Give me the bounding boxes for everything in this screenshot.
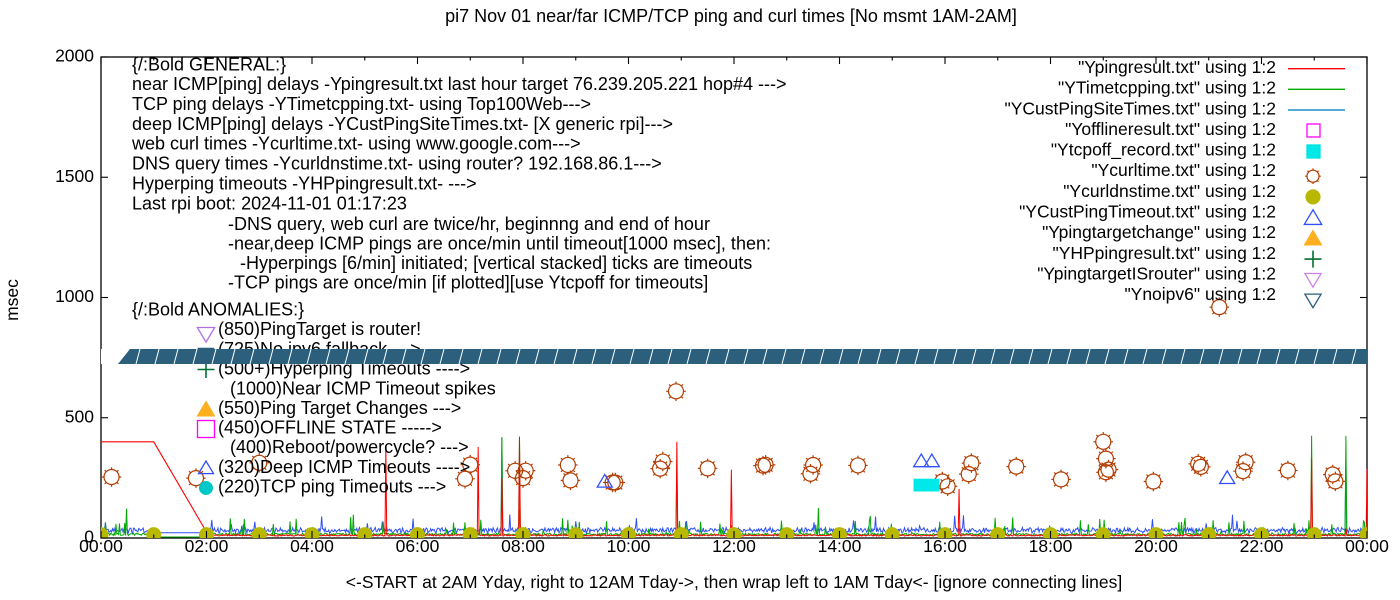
svg-text:near ICMP[ping] delays -Ypingr: near ICMP[ping] delays -Ypingresult.txt … bbox=[132, 74, 787, 94]
svg-text:00:00: 00:00 bbox=[1345, 536, 1389, 556]
svg-text:(550)Ping Target Changes --->: (550)Ping Target Changes ---> bbox=[218, 398, 461, 418]
svg-text:"YHPpingresult.txt" using 1:2: "YHPpingresult.txt" using 1:2 bbox=[1052, 243, 1276, 263]
svg-text:"Ypingtargetchange" using 1:2: "Ypingtargetchange" using 1:2 bbox=[1042, 222, 1276, 242]
svg-text:(1000)Near ICMP Timeout spikes: (1000)Near ICMP Timeout spikes bbox=[230, 379, 496, 399]
svg-text:{/:Bold GENERAL:}: {/:Bold GENERAL:} bbox=[132, 54, 286, 74]
svg-text:12:00: 12:00 bbox=[712, 536, 756, 556]
svg-text:20:00: 20:00 bbox=[1134, 536, 1178, 556]
svg-text:18:00: 18:00 bbox=[1029, 536, 1073, 556]
svg-text:(450)OFFLINE STATE ----->: (450)OFFLINE STATE -----> bbox=[218, 418, 442, 438]
svg-text:-near,deep ICMP pings are once: -near,deep ICMP pings are once/min until… bbox=[228, 233, 771, 253]
svg-text:"Ytcpoff_record.txt" using 1:2: "Ytcpoff_record.txt" using 1:2 bbox=[1051, 140, 1276, 161]
svg-text:web curl times -Ycurltime.txt-: web curl times -Ycurltime.txt- using www… bbox=[131, 134, 581, 154]
svg-text:-TCP pings are once/min [if pl: -TCP pings are once/min [if plotted][use… bbox=[228, 273, 708, 293]
svg-text:"YpingtargetISrouter" using 1:: "YpingtargetISrouter" using 1:2 bbox=[1037, 263, 1276, 283]
svg-text:00:00: 00:00 bbox=[79, 536, 123, 556]
svg-text:22:00: 22:00 bbox=[1240, 536, 1284, 556]
svg-text:"Ycurldnstime.txt" using 1:2: "Ycurldnstime.txt" using 1:2 bbox=[1063, 181, 1276, 201]
svg-text:(220)TCP ping Timeouts --->: (220)TCP ping Timeouts ---> bbox=[218, 476, 446, 496]
svg-text:DNS query times -Ycurldnstime.: DNS query times -Ycurldnstime.txt- using… bbox=[132, 154, 662, 174]
svg-text:deep ICMP[ping] delays -YCustP: deep ICMP[ping] delays -YCustPingSiteTim… bbox=[132, 114, 673, 134]
svg-text:08:00: 08:00 bbox=[501, 536, 545, 556]
svg-text:1000: 1000 bbox=[55, 286, 94, 306]
svg-text:2000: 2000 bbox=[55, 46, 94, 66]
svg-text:"Ycurltime.txt" using 1:2: "Ycurltime.txt" using 1:2 bbox=[1091, 160, 1276, 180]
svg-text:-Hyperpings [6/min] initiated;: -Hyperpings [6/min] initiated; [vertical… bbox=[240, 253, 752, 273]
svg-text:(850)PingTarget is router!: (850)PingTarget is router! bbox=[218, 319, 421, 339]
svg-text:Hyperping timeouts -YHPpingres: Hyperping timeouts -YHPpingresult.txt- -… bbox=[132, 173, 477, 193]
svg-text:-DNS query, web curl are twice: -DNS query, web curl are twice/hr, begin… bbox=[228, 214, 710, 234]
svg-text:Last rpi boot: 2024-11-01 01:1: Last rpi boot: 2024-11-01 01:17:23 bbox=[132, 193, 407, 213]
svg-text:10:00: 10:00 bbox=[607, 536, 651, 556]
svg-text:(400)Reboot/powercycle? --->: (400)Reboot/powercycle? ---> bbox=[230, 437, 469, 457]
svg-text:"YCustPingSiteTimes.txt" using: "YCustPingSiteTimes.txt" using 1:2 bbox=[1005, 98, 1276, 118]
svg-text:"YCustPingTimeout.txt" using 1: "YCustPingTimeout.txt" using 1:2 bbox=[1019, 202, 1276, 222]
svg-text:04:00: 04:00 bbox=[290, 536, 334, 556]
svg-text:<-START at 2AM Yday, right to: <-START at 2AM Yday, right to 12AM Tday-… bbox=[346, 572, 1122, 592]
svg-text:14:00: 14:00 bbox=[818, 536, 862, 556]
svg-text:{/:Bold ANOMALIES:}: {/:Bold ANOMALIES:} bbox=[132, 299, 304, 319]
svg-text:(320)Deep ICMP Timeouts ---->: (320)Deep ICMP Timeouts ----> bbox=[218, 457, 470, 477]
svg-text:"Yofflineresult.txt" using 1:2: "Yofflineresult.txt" using 1:2 bbox=[1065, 119, 1276, 139]
svg-text:msec: msec bbox=[2, 279, 22, 321]
svg-text:02:00: 02:00 bbox=[185, 536, 229, 556]
svg-text:"Ynoipv6" using 1:2: "Ynoipv6" using 1:2 bbox=[1124, 284, 1276, 304]
svg-text:06:00: 06:00 bbox=[396, 536, 440, 556]
svg-text:500: 500 bbox=[65, 406, 94, 426]
svg-text:16:00: 16:00 bbox=[923, 536, 967, 556]
svg-text:"Ypingresult.txt" using 1:2: "Ypingresult.txt" using 1:2 bbox=[1078, 57, 1276, 77]
svg-text:pi7 Nov 01 near/far ICMP/TCP: pi7 Nov 01 near/far ICMP/TCP ping and cu… bbox=[445, 6, 1017, 26]
svg-text:"YTimetcpping.txt" using 1:2: "YTimetcpping.txt" using 1:2 bbox=[1058, 78, 1276, 98]
svg-text:1500: 1500 bbox=[55, 166, 94, 186]
svg-text:TCP ping delays -YTimetcpping.: TCP ping delays -YTimetcpping.txt- using… bbox=[132, 94, 591, 114]
